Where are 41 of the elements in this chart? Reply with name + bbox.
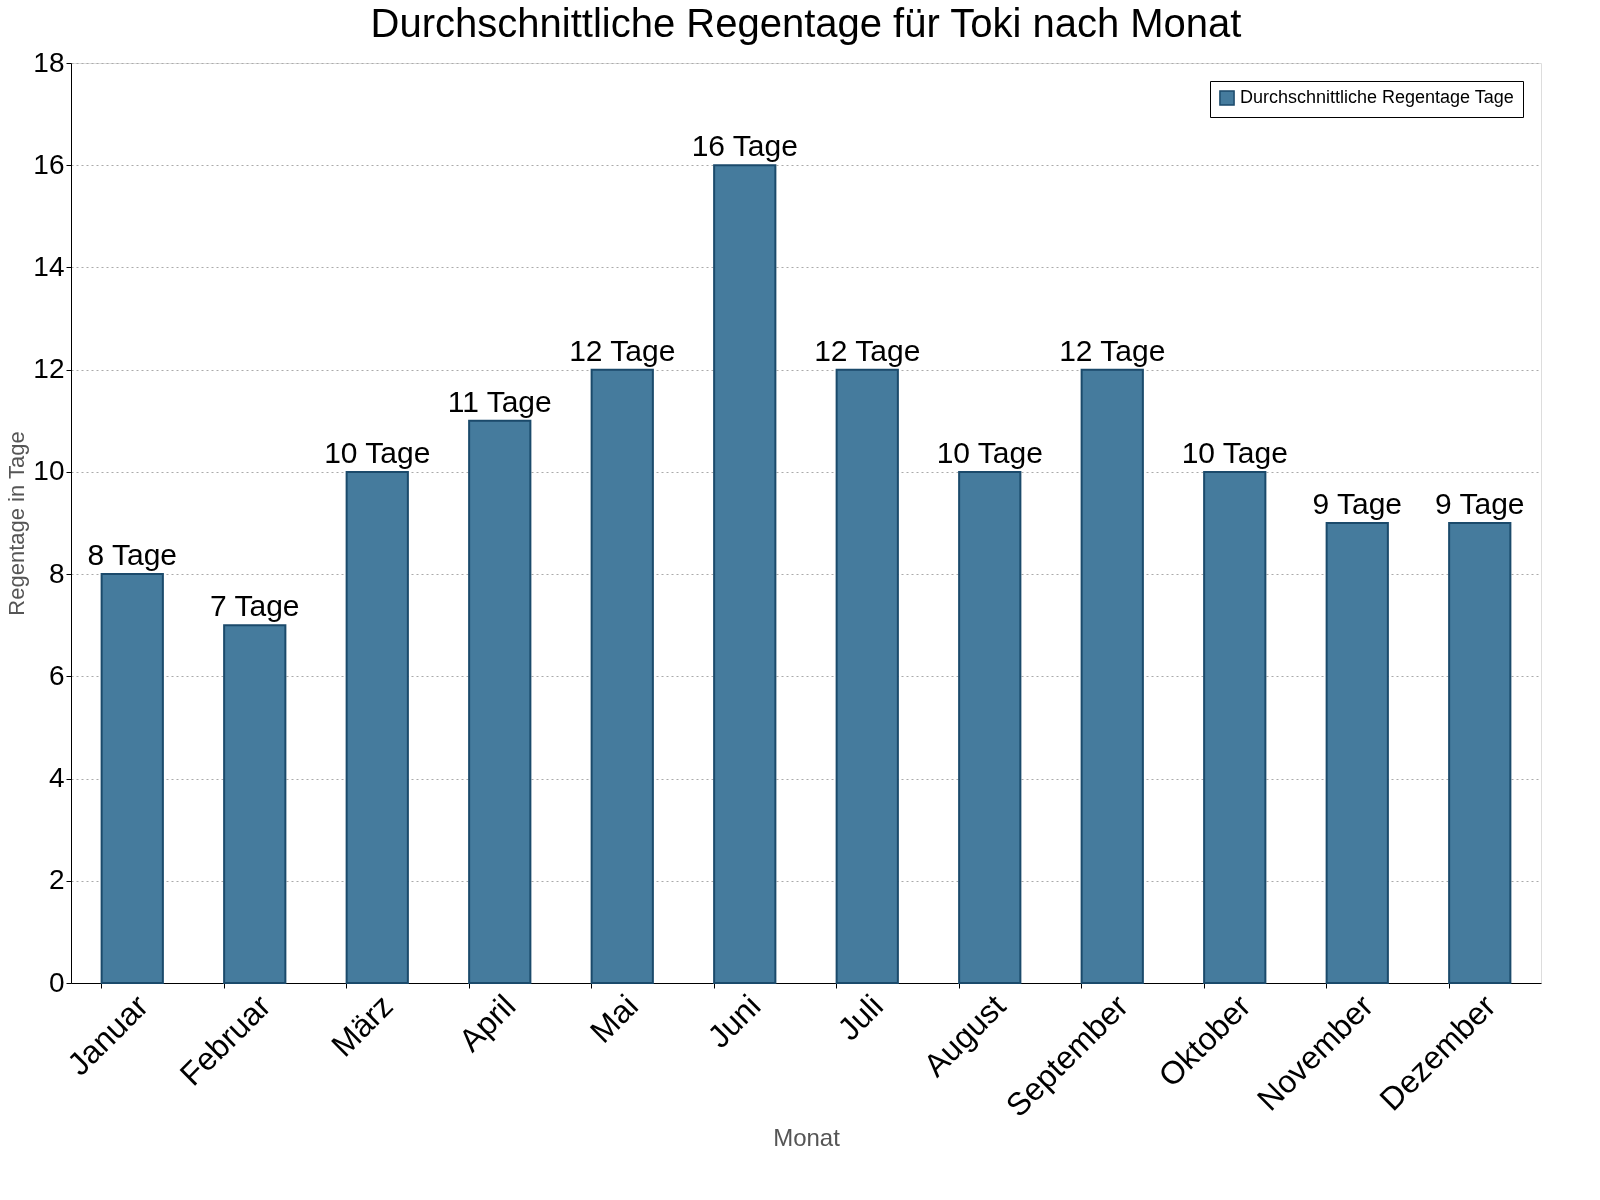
bar xyxy=(713,164,777,984)
data-label: 10 Tage xyxy=(936,435,1043,469)
data-label: 10 Tage xyxy=(324,435,431,469)
data-label: 10 Tage xyxy=(1181,435,1288,469)
data-label: 12 Tage xyxy=(569,333,676,367)
y-tick-label: 10 xyxy=(33,455,65,487)
y-tick-label: 18 xyxy=(33,46,65,78)
y-tick-label: 16 xyxy=(33,148,65,180)
data-label: 9 Tage xyxy=(1434,487,1525,520)
bar xyxy=(1325,522,1389,984)
x-tick-label: Juni xyxy=(700,987,768,1055)
y-tick-label: 4 xyxy=(48,762,65,794)
bar xyxy=(958,470,1022,984)
y-tick-label: 12 xyxy=(33,353,65,385)
bar xyxy=(835,368,899,984)
bar xyxy=(1203,470,1267,984)
y-tick-label: 14 xyxy=(33,250,65,282)
data-label: 7 Tage xyxy=(209,589,300,623)
y-tick-label: 6 xyxy=(48,659,65,691)
x-tick-label: Juli xyxy=(830,987,890,1048)
bar xyxy=(468,419,532,984)
x-axis-title: Monat xyxy=(773,1124,841,1152)
x-tick-label: Mai xyxy=(582,987,645,1050)
y-tick-label: 0 xyxy=(48,966,65,998)
bar xyxy=(1080,368,1144,984)
bar xyxy=(1448,522,1512,984)
y-axis-title: Regentage in Tage xyxy=(4,431,30,616)
bar xyxy=(590,368,654,984)
y-tick-label: 2 xyxy=(48,864,65,896)
bar xyxy=(100,573,164,984)
data-label: 9 Tage xyxy=(1312,487,1403,520)
bar xyxy=(223,624,287,984)
legend-label: Durchschnittliche Regentage Tage xyxy=(1240,87,1514,107)
y-tick-label: 8 xyxy=(48,557,65,589)
chart-title: Durchschnittliche Regentage für Toki nach Monat xyxy=(370,1,1242,45)
data-label: 11 Tage xyxy=(447,384,552,418)
data-label: 16 Tage xyxy=(691,129,798,163)
data-label: 8 Tage xyxy=(87,538,178,572)
data-label: 12 Tage xyxy=(814,333,921,367)
data-label: 12 Tage xyxy=(1059,333,1166,367)
bar xyxy=(345,470,409,984)
